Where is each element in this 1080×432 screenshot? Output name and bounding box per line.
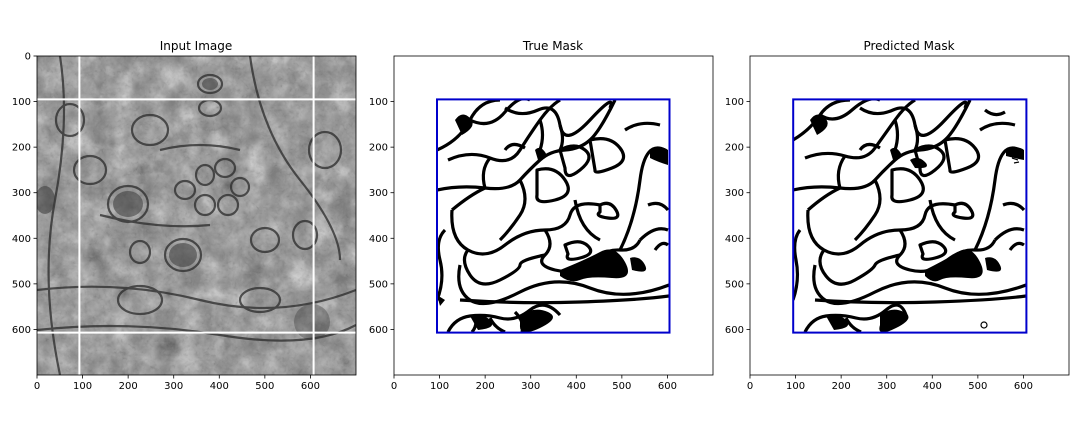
y-tick-label: 500 [12, 279, 31, 290]
y-tick-label: 100 [725, 97, 744, 108]
y-tick-label: 600 [369, 325, 388, 336]
true-mask-panel: True Mask [369, 39, 714, 392]
input-image-panel: Input Image [12, 39, 357, 393]
predicted-mask-axis-ticks: 0 100 200 300 400 500 600 100 200 300 400 500 600 [725, 97, 1033, 392]
x-tick-label: 500 [612, 381, 631, 392]
y-tick-label: 600 [12, 325, 31, 336]
x-tick-label: 100 [430, 381, 449, 392]
x-tick-label: 100 [73, 381, 92, 392]
x-tick-label: 0 [747, 381, 753, 392]
x-tick-label: 300 [164, 381, 183, 392]
x-tick-label: 200 [119, 381, 138, 392]
y-tick-label: 500 [369, 279, 388, 290]
y-tick-label: 200 [725, 143, 744, 154]
x-tick-label: 200 [832, 381, 851, 392]
x-tick-label: 600 [1014, 381, 1033, 392]
y-tick-label: 100 [12, 97, 31, 108]
panel-title: Input Image [160, 39, 232, 53]
x-tick-label: 400 [923, 381, 942, 392]
y-tick-label: 600 [725, 325, 744, 336]
mask-bounding-box [436, 98, 671, 334]
em-micrograph [37, 56, 356, 375]
y-tick-label: 400 [725, 234, 744, 245]
true-mask-axis-ticks: 0 100 200 300 400 500 600 100 200 300 400 500 600 [369, 97, 677, 392]
y-tick-label: 300 [12, 188, 31, 199]
y-tick-label: 100 [369, 97, 388, 108]
predicted-mask-panel: Predicted Mask [725, 39, 1070, 392]
x-tick-label: 400 [567, 381, 586, 392]
x-tick-label: 300 [877, 381, 896, 392]
true-segmentation-mask [437, 99, 669, 332]
y-tick-label: 400 [12, 234, 31, 245]
y-tick-label: 400 [369, 234, 388, 245]
mask-bounding-box [792, 98, 1028, 334]
y-tick-label: 300 [725, 188, 744, 199]
input-image-axis-ticks: 0 100 200 300 400 500 600 0 100 200 300 400 500 600 [12, 52, 320, 393]
predicted-segmentation-mask [793, 99, 1026, 332]
y-tick-label: 0 [25, 52, 31, 63]
x-tick-label: 100 [786, 381, 805, 392]
x-tick-label: 200 [476, 381, 495, 392]
x-tick-label: 500 [255, 381, 274, 392]
x-tick-label: 400 [210, 381, 229, 392]
x-tick-label: 600 [301, 381, 320, 392]
y-tick-label: 500 [725, 279, 744, 290]
x-tick-label: 300 [521, 381, 540, 392]
y-tick-label: 300 [369, 188, 388, 199]
x-tick-label: 0 [391, 381, 397, 392]
y-tick-label: 200 [369, 143, 388, 154]
x-tick-label: 0 [34, 381, 40, 392]
panel-title: Predicted Mask [863, 39, 954, 53]
panel-title: True Mask [522, 39, 583, 53]
x-tick-label: 500 [968, 381, 987, 392]
x-tick-label: 600 [658, 381, 677, 392]
y-tick-label: 200 [12, 143, 31, 154]
